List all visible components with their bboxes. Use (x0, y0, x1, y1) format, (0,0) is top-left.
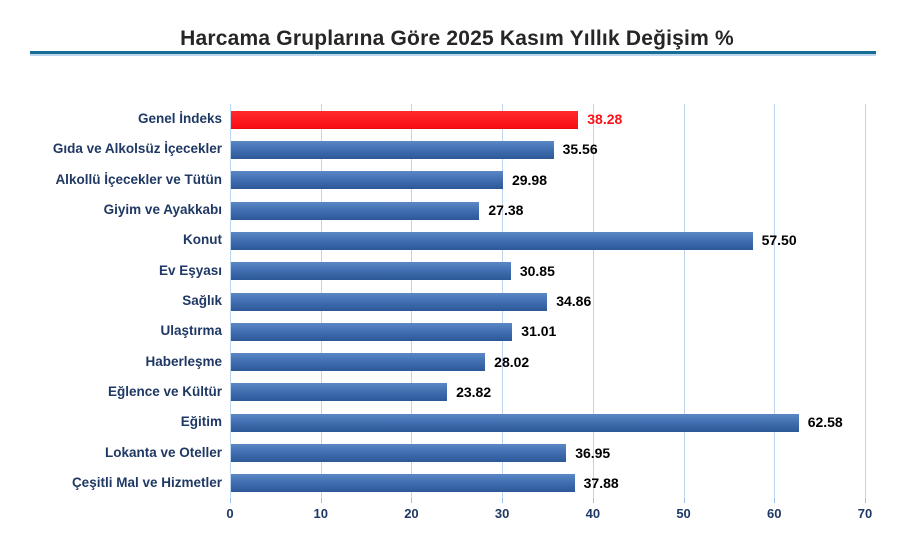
bar (231, 444, 567, 463)
axis-tick (592, 498, 594, 503)
category-label: Gıda ve Alkolsüz İçecekler (52, 141, 222, 157)
value-label: 36.95 (575, 444, 611, 461)
value-label: 35.56 (562, 141, 598, 158)
bar (231, 353, 486, 372)
category-label: Sağlık (182, 293, 222, 308)
x-tick-label: 40 (585, 506, 601, 521)
axis-tick (320, 498, 322, 503)
category-label: Konut (183, 232, 222, 248)
chart-title: Harcama Gruplarına Göre 2025 Kasım Yıllı… (180, 27, 734, 50)
value-label: 34.86 (556, 293, 592, 309)
category-label: Ulaştırma (160, 323, 222, 339)
value-label: 57.50 (761, 232, 797, 249)
x-tick-label: 70 (857, 506, 873, 521)
gridline (683, 104, 685, 498)
category-label: Ev Eşyası (158, 262, 222, 278)
axis-tick (230, 498, 231, 503)
value-label: 31.01 (521, 323, 557, 340)
value-label: 23.82 (456, 383, 492, 400)
highlight-bar (231, 110, 579, 129)
value-label: 37.88 (583, 474, 619, 491)
x-tick-label: 60 (767, 506, 782, 521)
category-label: Eğitim (180, 414, 222, 430)
bar (231, 383, 448, 402)
category-label: Genel İndeks (137, 111, 222, 127)
gridline (865, 104, 866, 498)
x-tick-label: 10 (313, 506, 328, 521)
axis-tick (502, 498, 504, 503)
value-label: 27.38 (488, 202, 524, 219)
bar (231, 292, 548, 311)
axis-tick (865, 498, 866, 503)
x-tick-label: 50 (676, 506, 691, 521)
value-label: 29.98 (511, 171, 547, 188)
gridline (774, 104, 776, 498)
bar (231, 171, 503, 190)
axis-tick (774, 498, 776, 503)
bar (231, 322, 513, 341)
value-label: 28.02 (494, 353, 530, 370)
bar (231, 262, 511, 281)
value-label: 30.85 (519, 262, 555, 279)
category-label: Eğlence ve Kültür (107, 383, 222, 399)
category-label: Haberleşme (145, 353, 222, 369)
axis-tick (683, 498, 685, 503)
gridline (592, 104, 594, 498)
title-underline (30, 51, 876, 54)
category-label: Lokanta ve Oteller (104, 444, 222, 460)
x-tick-label: 30 (494, 506, 510, 521)
axis-tick (411, 498, 413, 503)
value-label: 62.58 (807, 414, 843, 431)
category-label: Giyim ve Ayakkabı (103, 202, 222, 218)
bar (231, 140, 554, 159)
x-tick-label: 20 (404, 506, 419, 521)
value-label: 38.28 (587, 111, 623, 128)
category-label: Alkollü İçecekler ve Tütün (55, 171, 222, 187)
bar (231, 413, 799, 432)
x-tick-label: 0 (226, 506, 234, 521)
bar (231, 474, 575, 493)
bar (231, 201, 480, 220)
bar (231, 231, 753, 250)
gridline (230, 104, 231, 498)
category-label: Çeşitli Mal ve Hizmetler (71, 474, 222, 490)
